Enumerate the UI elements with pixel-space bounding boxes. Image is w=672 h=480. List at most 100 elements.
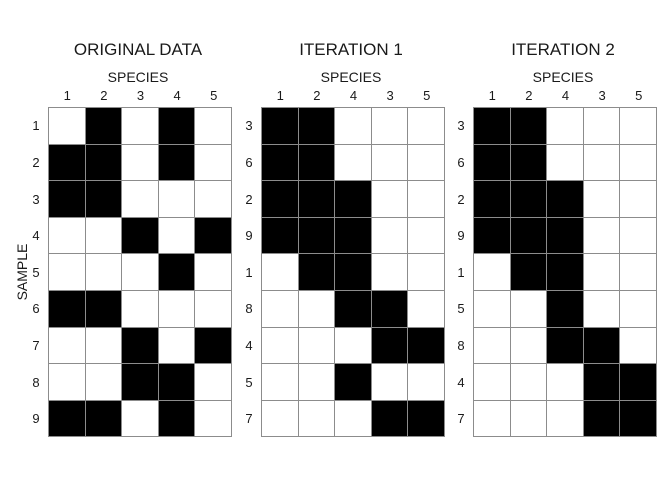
matrix-cell-present (158, 108, 196, 145)
species-column-label: 1 (63, 88, 71, 103)
species-column-label: 5 (210, 88, 218, 103)
matrix-cell-present (85, 181, 123, 218)
matrix-cell-absent (547, 400, 584, 438)
matrix-cell-absent (335, 144, 372, 182)
species-axis-label: SPECIES (107, 69, 169, 85)
matrix-cell-present (262, 217, 299, 255)
matrix-cell-present (122, 217, 159, 255)
matrix-cell-absent (195, 364, 232, 401)
sample-row-label: 3 (245, 118, 253, 134)
sample-row-label: 7 (32, 337, 40, 353)
matrix-cell-absent (158, 290, 196, 328)
matrix-cell-absent (298, 290, 336, 328)
matrix-cell-absent (49, 108, 86, 145)
matrix-cell-absent (474, 327, 511, 365)
matrix-cell-absent (474, 254, 511, 291)
matrix-cell-present (158, 254, 196, 291)
matrix-cell-absent (158, 181, 196, 218)
matrix-cell-absent (583, 290, 621, 328)
matrix-cell-present (371, 290, 409, 328)
matrix-cell-absent (122, 144, 159, 182)
species-axis-label: SPECIES (532, 69, 594, 85)
matrix-cell-present (262, 144, 299, 182)
matrix-cell-present (620, 364, 657, 401)
sample-row-label: 6 (32, 301, 40, 317)
matrix-cell-present (298, 108, 336, 145)
matrix-cell-absent (85, 254, 123, 291)
matrix-cell-absent (335, 400, 372, 438)
matrix-cell-present (335, 364, 372, 401)
species-column-label: 5 (635, 88, 643, 103)
species-column-label: 4 (173, 88, 181, 103)
matrix-cell-present (298, 254, 336, 291)
matrix-cell-absent (408, 181, 445, 218)
matrix-cell-present (158, 144, 196, 182)
sample-row-label: 3 (32, 191, 40, 207)
sample-row-label: 1 (32, 118, 40, 134)
matrix-cell-present (262, 108, 299, 145)
matrix-cell-absent (408, 364, 445, 401)
sample-row-label: 8 (457, 337, 465, 353)
matrix-cell-absent (408, 144, 445, 182)
matrix-cell-present (510, 144, 548, 182)
sample-row-label: 5 (457, 301, 465, 317)
panel-title: ORIGINAL DATA (73, 40, 203, 59)
matrix-cell-absent (547, 364, 584, 401)
matrix-cell-absent (122, 108, 159, 145)
sample-row-label: 5 (32, 264, 40, 280)
matrix-cell-present (547, 290, 584, 328)
matrix-cell-absent (583, 144, 621, 182)
matrix-cell-absent (122, 290, 159, 328)
matrix-cell-absent (620, 217, 657, 255)
matrix-cell-present (408, 400, 445, 438)
presence-matrix (48, 107, 232, 438)
species-column-label: 1 (488, 88, 496, 103)
matrix-cell-present (547, 217, 584, 255)
matrix-cell-absent (371, 108, 409, 145)
matrix-cell-present (547, 181, 584, 218)
sample-row-label: 6 (457, 154, 465, 170)
matrix-cell-absent (510, 400, 548, 438)
matrix-cell-absent (474, 290, 511, 328)
matrix-cell-absent (583, 217, 621, 255)
matrix-cell-absent (474, 364, 511, 401)
matrix-cell-present (474, 108, 511, 145)
species-column-label: 1 (276, 88, 284, 103)
matrix-cell-absent (583, 181, 621, 218)
matrix-cell-present (510, 217, 548, 255)
matrix-cell-present (122, 327, 159, 365)
matrix-cell-present (85, 108, 123, 145)
matrix-cell-absent (510, 327, 548, 365)
matrix-cell-present (474, 217, 511, 255)
presence-matrix (261, 107, 445, 438)
species-column-label: 3 (386, 88, 394, 103)
species-axis-label: SPECIES (320, 69, 382, 85)
matrix-cell-present (371, 327, 409, 365)
matrix-cell-absent (298, 327, 336, 365)
sample-row-label: 2 (32, 154, 40, 170)
sample-row-label: 2 (457, 191, 465, 207)
sample-row-label: 8 (32, 374, 40, 390)
matrix-cell-absent (262, 364, 299, 401)
matrix-cell-present (158, 364, 196, 401)
matrix-cell-absent (85, 364, 123, 401)
matrix-cell-absent (620, 290, 657, 328)
matrix-cell-absent (85, 217, 123, 255)
panel-title: ITERATION 2 (511, 40, 615, 59)
matrix-cell-absent (371, 364, 409, 401)
matrix-cell-absent (49, 327, 86, 365)
matrix-cell-present (510, 108, 548, 145)
matrix-cell-absent (49, 364, 86, 401)
matrix-cell-absent (195, 144, 232, 182)
sample-row-label: 9 (32, 411, 40, 427)
matrix-cell-present (298, 144, 336, 182)
matrix-cell-absent (371, 217, 409, 255)
matrix-cell-absent (620, 254, 657, 291)
matrix-cell-absent (474, 400, 511, 438)
species-column-label: 5 (423, 88, 431, 103)
matrix-cell-present (85, 290, 123, 328)
matrix-cell-present (49, 400, 86, 438)
matrix-cell-absent (122, 400, 159, 438)
matrix-cell-present (474, 144, 511, 182)
sample-row-label: 4 (457, 374, 465, 390)
